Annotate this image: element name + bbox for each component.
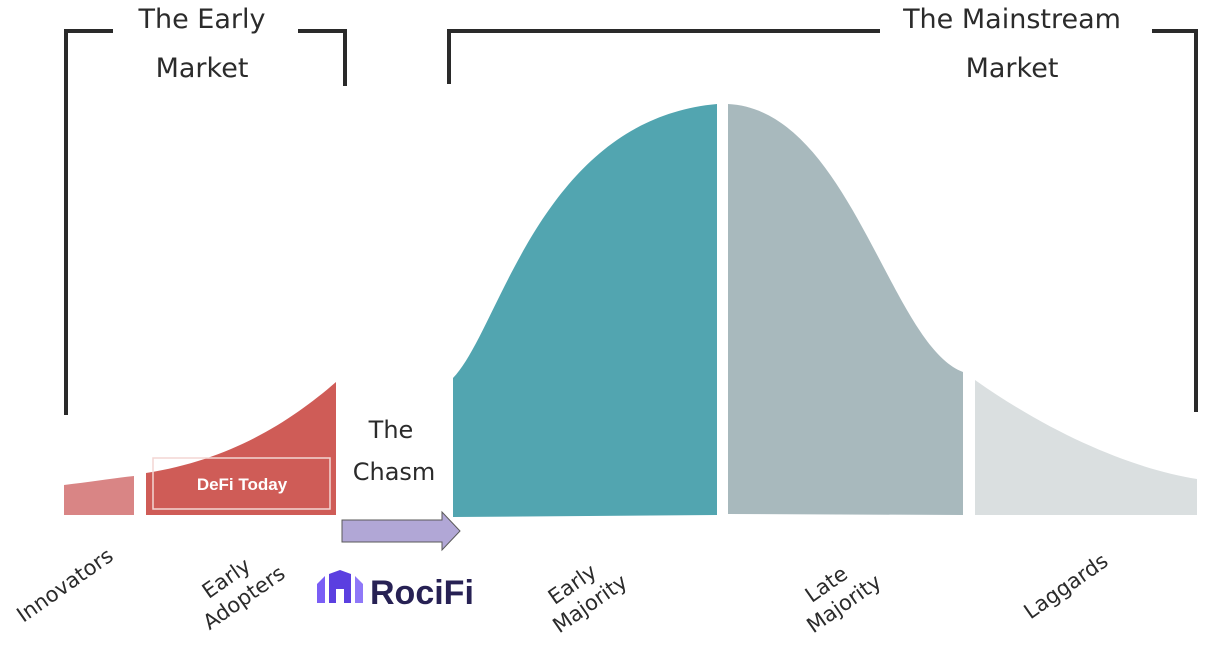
defi-today-badge [152,457,331,510]
innovators-segment [64,476,134,515]
laggards-label: Laggards [1020,549,1113,624]
late-majority-label: Late Majority [787,548,885,638]
late-majority-segment [728,104,963,515]
laggards-label-line1: Laggards [1020,549,1113,624]
early-majority-segment [453,104,717,517]
defi-today-label: DeFi Today [197,475,288,494]
innovators-label-line1: Innovators [12,543,117,627]
rocifi-logo-icon [317,570,363,603]
early-market-bracket [64,29,347,415]
chasm-crossing-arrow [341,510,461,552]
early-majority-label: Early Majority [533,548,631,638]
innovators-label: Innovators [12,543,117,627]
mainstream-market-bracket [447,29,1198,412]
early-adopters-segment [146,382,336,515]
mainstream-market-title-line2: Market [966,53,1059,84]
laggards-segment [975,380,1197,515]
early-adopters-label: Early Adopters [184,540,290,635]
mainstream-market-title-line1: The Mainstream [902,4,1121,35]
rocifi-wordmark: RociFi [370,574,474,612]
chasm-label-line1: The [368,416,414,444]
early-market-title-line2: Market [156,53,249,84]
early-market-title-line1: The Early [138,4,266,35]
chasm-label-line2: Chasm [353,458,436,486]
